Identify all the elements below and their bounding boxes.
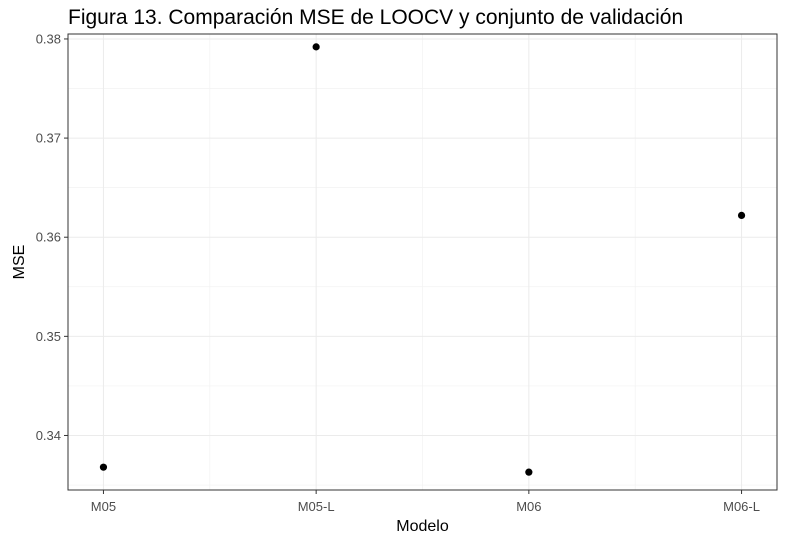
y-tick-label: 0.35	[36, 329, 61, 344]
y-tick-label: 0.38	[36, 31, 61, 46]
x-axis-title: Modelo	[396, 518, 449, 535]
y-tick-labels: 0.34 0.35 0.36 0.37 0.38	[36, 31, 61, 443]
x-tick-label-m05-l: M05-L	[298, 499, 335, 514]
data-point-m06-l	[737, 211, 746, 220]
x-tick-labels: M05 M05-L M06 M06-L	[91, 499, 760, 514]
grid-major	[68, 34, 777, 490]
x-tick-label-m05: M05	[91, 499, 116, 514]
y-tick-label: 0.36	[36, 230, 61, 245]
x-tick-label-m06-l: M06-L	[723, 499, 760, 514]
grid-minor	[68, 34, 777, 490]
data-points	[99, 43, 746, 476]
data-point-m06	[525, 468, 533, 476]
panel-border	[67, 33, 778, 491]
y-axis-title: MSE	[11, 245, 28, 280]
y-tick-label: 0.37	[36, 131, 61, 146]
data-point-m05-l	[312, 43, 320, 51]
axis-ticks	[64, 38, 743, 494]
x-tick-label-m06: M06	[516, 499, 541, 514]
data-point-m05	[99, 463, 108, 471]
chart-title: Figura 13. Comparación MSE de LOOCV y co…	[68, 6, 684, 29]
y-tick-label: 0.34	[36, 428, 61, 443]
